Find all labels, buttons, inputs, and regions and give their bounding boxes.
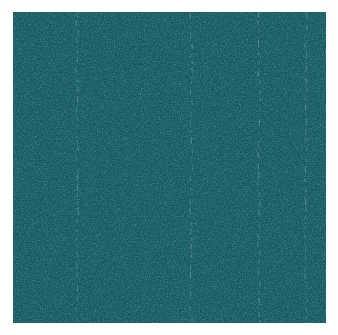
stripe-fleck [76,50,79,54]
stripe-fleck [77,123,79,130]
stripe-fleck [189,120,192,128]
stripe-fleck [190,243,192,250]
stripe-fleck [306,52,308,59]
stripe-lines [75,12,308,323]
carpet-texture [13,12,326,323]
stripe-fleck [191,318,193,322]
carpet-tile [13,12,326,323]
carpet-fibers [13,12,326,323]
stripe-fleck [305,322,308,323]
stripe-fleck [77,30,79,36]
stripe-fleck [76,218,78,223]
